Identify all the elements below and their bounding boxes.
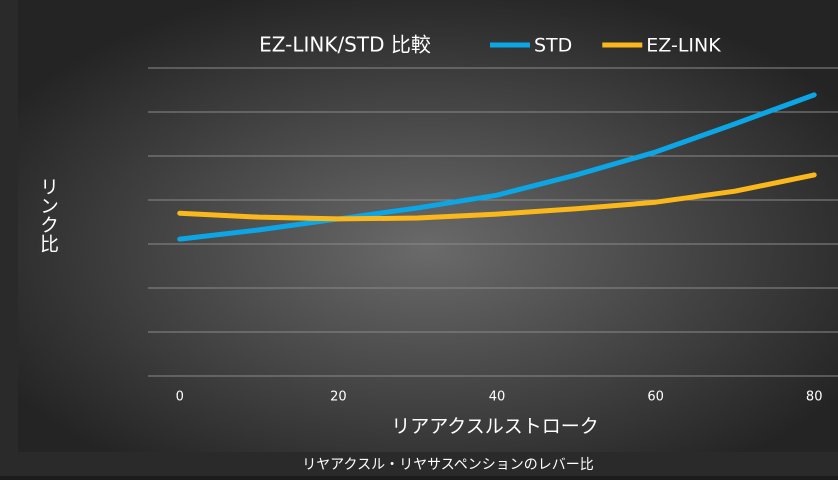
legend-label: EZ-LINK [646,35,721,57]
x-tick-label: 80 [806,390,823,405]
y-axis-label: リンク比 [37,177,59,253]
caption: リヤアクスル・リヤサスペンションのレバー比 [302,457,594,473]
x-tick-label: 40 [489,390,506,405]
legend-label: STD [534,35,572,57]
x-tick-label: 60 [647,390,664,405]
x-tick-label: 0 [176,390,184,405]
chart-title: EZ-LINK/STD 比較 [259,33,431,57]
x-tick-label: 20 [330,390,347,405]
page: EZ-LINK/STD 比較 リアアクスルストローク リンク比 リヤアクスル・リ… [0,0,838,476]
x-axis-label: リアアクスルストローク [391,416,598,438]
chart: EZ-LINK/STD 比較 リアアクスルストローク リンク比 リヤアクスル・リ… [0,0,838,476]
